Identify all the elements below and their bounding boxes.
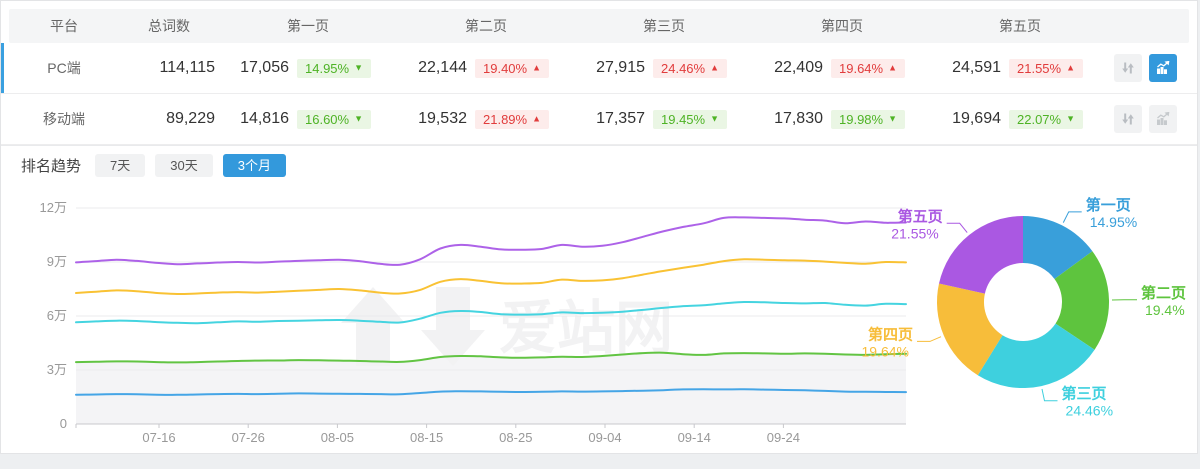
arrow-down-icon: ▼ xyxy=(354,113,364,123)
arrow-up-icon: ▲ xyxy=(532,113,542,123)
platform-label: PC端 xyxy=(47,60,81,76)
page-count: 14,816 xyxy=(240,110,289,127)
donut-label-name: 第四页 xyxy=(868,325,913,343)
svg-text:08-15: 08-15 xyxy=(410,430,443,445)
sort-arrows-icon[interactable] xyxy=(1114,54,1142,82)
trend-header: 排名趋势 7天 30天 3个月 xyxy=(1,145,1197,185)
donut-label-pct: 21.55% xyxy=(891,225,938,241)
page-count: 17,357 xyxy=(596,110,645,127)
platform-label: 移动端 xyxy=(43,111,85,127)
donut-slice-第四页 xyxy=(936,283,1003,376)
donut-label-name: 第五页 xyxy=(898,207,943,225)
svg-text:09-24: 09-24 xyxy=(767,430,800,445)
page-count: 22,144 xyxy=(418,59,467,76)
page-change-badge: 22.07% ▼ xyxy=(1001,109,1109,129)
page-change-badge: 21.89% ▲ xyxy=(467,109,575,129)
page-count: 27,915 xyxy=(596,59,645,76)
arrow-up-icon: ▲ xyxy=(710,62,720,72)
arrow-up-icon: ▲ xyxy=(532,62,542,72)
donut-label-name: 第二页 xyxy=(1141,284,1186,302)
arrow-up-icon: ▲ xyxy=(888,62,898,72)
svg-text:07-26: 07-26 xyxy=(232,430,265,445)
series-第一页 xyxy=(75,388,907,396)
tab-30days[interactable]: 30天 xyxy=(155,154,213,177)
page-change-badge: 19.40% ▲ xyxy=(467,58,575,78)
page-change-badge: 19.64% ▲ xyxy=(823,58,931,78)
table-body: PC端 114,115 17,056 14.95% ▼ 22,144 19.40% ▲ 27… xyxy=(1,43,1197,145)
table-header: 平台 总词数 第一页 第二页 第三页 第四页 第五页 xyxy=(9,9,1189,43)
col-total: 总词数 xyxy=(148,18,190,34)
page-change-badge: 16.60% ▼ xyxy=(289,109,397,129)
svg-text:08-05: 08-05 xyxy=(321,430,354,445)
svg-text:6万: 6万 xyxy=(47,308,67,323)
sort-arrows-icon[interactable] xyxy=(1114,105,1142,133)
trend-chart-icon[interactable] xyxy=(1149,105,1177,133)
arrow-up-icon: ▲ xyxy=(1066,62,1076,72)
col-platform: 平台 xyxy=(50,18,78,34)
aizhan-watermark: 爱站网 xyxy=(341,287,673,366)
col-page1: 第一页 xyxy=(287,18,329,34)
donut-label-pct: 14.95% xyxy=(1090,214,1137,230)
svg-text:3万: 3万 xyxy=(47,362,67,377)
svg-text:爱站网: 爱站网 xyxy=(499,296,673,361)
svg-text:09-04: 09-04 xyxy=(588,430,621,445)
col-page5: 第五页 xyxy=(999,18,1041,34)
row-actions xyxy=(1109,105,1191,133)
arrow-down-icon: ▼ xyxy=(710,113,720,123)
total-words: 114,115 xyxy=(159,59,215,76)
page-count: 19,694 xyxy=(952,110,1001,127)
table-row[interactable]: PC端 114,115 17,056 14.95% ▼ 22,144 19.40% ▲ 27… xyxy=(1,43,1197,94)
trend-title: 排名趋势 xyxy=(21,158,82,175)
rank-trend-line-chart: 爱站网 0 3万 6万 9万 12万 07-16 07-26 08-05 08-15 08-25 09… xyxy=(40,200,907,445)
svg-text:08-25: 08-25 xyxy=(499,430,532,445)
series-第五页 xyxy=(75,216,907,266)
page-change-badge: 19.45% ▼ xyxy=(645,109,753,129)
col-page3: 第三页 xyxy=(643,18,685,34)
page-count: 22,409 xyxy=(774,59,823,76)
donut-label-pct: 24.46% xyxy=(1066,403,1113,419)
svg-text:09-14: 09-14 xyxy=(678,430,711,445)
page-count: 24,591 xyxy=(952,59,1001,76)
svg-text:12万: 12万 xyxy=(40,200,67,215)
col-page4: 第四页 xyxy=(821,18,863,34)
page-count: 17,830 xyxy=(774,110,823,127)
donut-slice-第一页 xyxy=(1023,216,1093,279)
page-count: 17,056 xyxy=(240,59,289,76)
page-change-badge: 21.55% ▲ xyxy=(1001,58,1109,78)
donut-label-name: 第三页 xyxy=(1062,385,1107,403)
page-count: 19,532 xyxy=(418,110,467,127)
arrow-down-icon: ▼ xyxy=(1066,113,1076,123)
page-change-badge: 19.98% ▼ xyxy=(823,109,931,129)
donut-slice-第五页 xyxy=(939,216,1023,294)
trend-chart-icon[interactable] xyxy=(1149,54,1177,82)
donut-label-name: 第一页 xyxy=(1086,196,1131,214)
total-words: 89,229 xyxy=(166,110,215,127)
table-row[interactable]: 移动端 89,229 14,816 16.60% ▼ 19,532 21.89% ▲ 17,… xyxy=(1,94,1197,145)
donut-label-pct: 19.4% xyxy=(1145,302,1185,318)
col-page2: 第二页 xyxy=(465,18,507,34)
keyword-rank-panel: 平台 总词数 第一页 第二页 第三页 第四页 第五页 PC端 114,115 1… xyxy=(0,0,1198,454)
page-change-badge: 24.46% ▲ xyxy=(645,58,753,78)
svg-text:9万: 9万 xyxy=(47,254,67,269)
tab-7days[interactable]: 7天 xyxy=(95,154,146,177)
page-change-badge: 14.95% ▼ xyxy=(289,58,397,78)
donut-label-pct: 19.64% xyxy=(861,343,908,359)
series-第四页 xyxy=(75,258,907,296)
arrow-down-icon: ▼ xyxy=(888,113,898,123)
series-第二页 xyxy=(75,351,907,364)
svg-text:0: 0 xyxy=(60,416,67,431)
donut-slice-第三页 xyxy=(977,323,1095,389)
row-actions xyxy=(1109,54,1191,82)
tab-3months[interactable]: 3个月 xyxy=(222,154,286,177)
svg-text:07-16: 07-16 xyxy=(142,430,175,445)
arrow-down-icon: ▼ xyxy=(354,62,364,72)
series-第三页 xyxy=(75,300,907,325)
donut-slice-第二页 xyxy=(1054,251,1110,350)
trend-charts: 爱站网 0 3万 6万 9万 12万 07-16 07-26 08-05 08-15 08-25 09… xyxy=(1,185,1197,455)
